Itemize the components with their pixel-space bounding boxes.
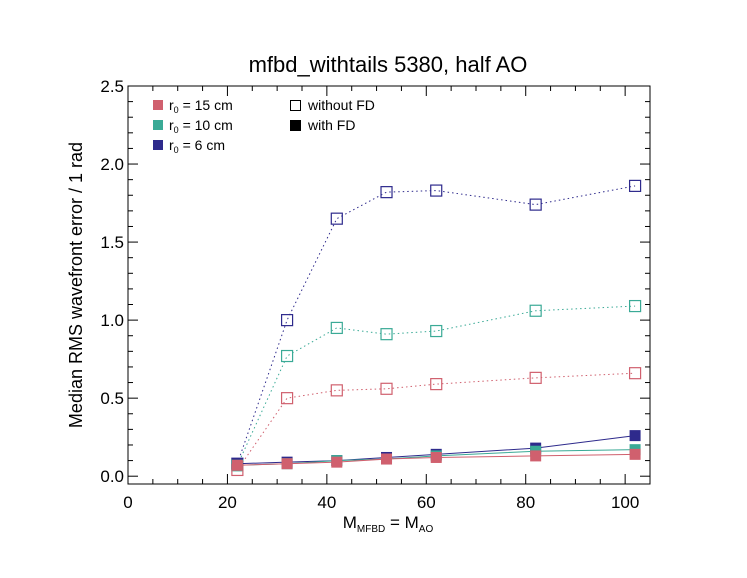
data-point-filled [231,459,243,471]
legend-marker-filled [290,120,301,131]
legend-label: with FD [307,117,355,133]
data-point-open [430,324,443,338]
data-point-open [529,371,542,384]
data-point-open [380,328,393,341]
x-axis-label: MMFBD = MAO [343,513,434,535]
data-point-open [430,378,443,391]
plot-frame [127,85,651,485]
x-axis-label-sub: MFBD [357,524,385,535]
x-tick-label: 80 [516,493,535,512]
data-point-open [380,382,393,395]
legend-label: without FD [307,97,375,113]
data-point-filled [381,453,393,465]
data-point-filled [629,430,641,442]
legend-label: r0 = 10 cm [169,117,233,135]
legend-swatch [153,120,163,130]
data-point-open [430,184,443,197]
legend-swatch [153,140,163,150]
legend-marker-open [290,100,301,111]
y-axis-label: Median RMS wavefront error / 1 rad [66,142,86,428]
legend-swatch [153,100,163,110]
data-point-open [330,212,343,225]
y-tick-label: 2.0 [100,155,124,174]
data-point-open [628,367,642,380]
x-axis-label-main: M [343,513,357,532]
data-point-open [628,179,642,192]
data-point-open [628,299,642,313]
legend: r0 = 15 cm r0 = 10 cm r0 = 6 cm without FD w… [153,97,375,155]
x-tick-label: 40 [317,493,336,512]
series-line [236,305,636,466]
data-point-open [280,392,294,405]
series-without-fd [231,179,642,470]
data-point-open [529,198,542,211]
data-point-open [380,186,393,199]
axes: 0 20 40 60 80 100 0.0 0.5 1.0 1.5 2.0 2.5 [100,77,651,512]
x-tick-label: 20 [218,493,237,512]
y-tick-label: 1.0 [100,311,124,330]
data-point-open [280,314,294,327]
y-tick-label: 0.5 [100,389,124,408]
data-point-open [330,384,343,397]
legend-label: r0 = 6 cm [169,137,225,155]
chart-title: mfbd_withtails 5380, half AO [249,52,528,77]
data-point-filled [530,450,542,462]
y-tick-label: 0.0 [100,467,124,486]
data-point-filled [281,458,293,470]
data-point-open [280,349,294,363]
data-point-filled [629,448,641,460]
series-with-fd [231,448,641,471]
y-tick-label: 1.5 [100,233,124,252]
series-line [236,185,636,464]
series-without-fd [231,367,642,477]
x-tick-label: 60 [417,493,436,512]
x-axis-label-eq: = M [385,513,419,532]
x-axis-label-sub2: AO [419,524,434,535]
data-point-filled [430,451,442,463]
x-tick-label: 0 [123,493,132,512]
data-point-filled [331,456,343,468]
data-point-open [330,321,343,335]
y-tick-label: 2.5 [100,77,124,96]
legend-label: r0 = 15 cm [169,97,233,115]
x-tick-label: 100 [611,493,639,512]
data-point-open [529,304,542,317]
series-layer [231,179,642,477]
